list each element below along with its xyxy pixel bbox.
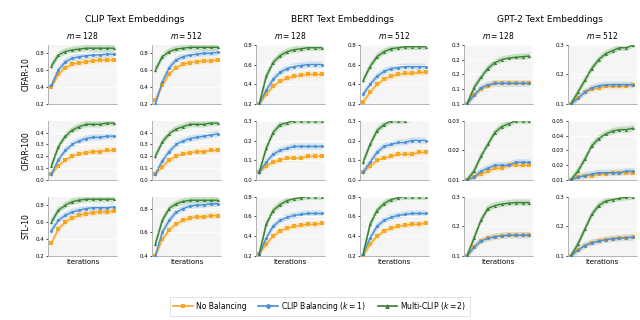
Text: $m = 512$: $m = 512$ [378,30,411,41]
Text: $m = 128$: $m = 128$ [482,30,515,41]
Y-axis label: CIFAR-100: CIFAR-100 [21,131,30,170]
Text: CLIP Text Embeddings: CLIP Text Embeddings [85,15,184,24]
X-axis label: Iterations: Iterations [66,259,99,265]
Text: $m = 512$: $m = 512$ [170,30,203,41]
Text: GPT-2 Text Embeddings: GPT-2 Text Embeddings [497,15,603,24]
X-axis label: Iterations: Iterations [170,259,203,265]
Text: $m = 128$: $m = 128$ [67,30,99,41]
Y-axis label: STL-10: STL-10 [21,213,30,239]
X-axis label: Iterations: Iterations [274,259,307,265]
Legend: No Balancing, CLIP Balancing ($k = 1$), Multi-CLIP ($k = 2$): No Balancing, CLIP Balancing ($k = 1$), … [170,297,470,316]
Text: $m = 128$: $m = 128$ [274,30,307,41]
X-axis label: Iterations: Iterations [378,259,411,265]
Y-axis label: CIFAR-10: CIFAR-10 [21,58,30,92]
Text: $m = 512$: $m = 512$ [586,30,618,41]
X-axis label: Iterations: Iterations [586,259,619,265]
X-axis label: Iterations: Iterations [482,259,515,265]
Text: BERT Text Embeddings: BERT Text Embeddings [291,15,394,24]
